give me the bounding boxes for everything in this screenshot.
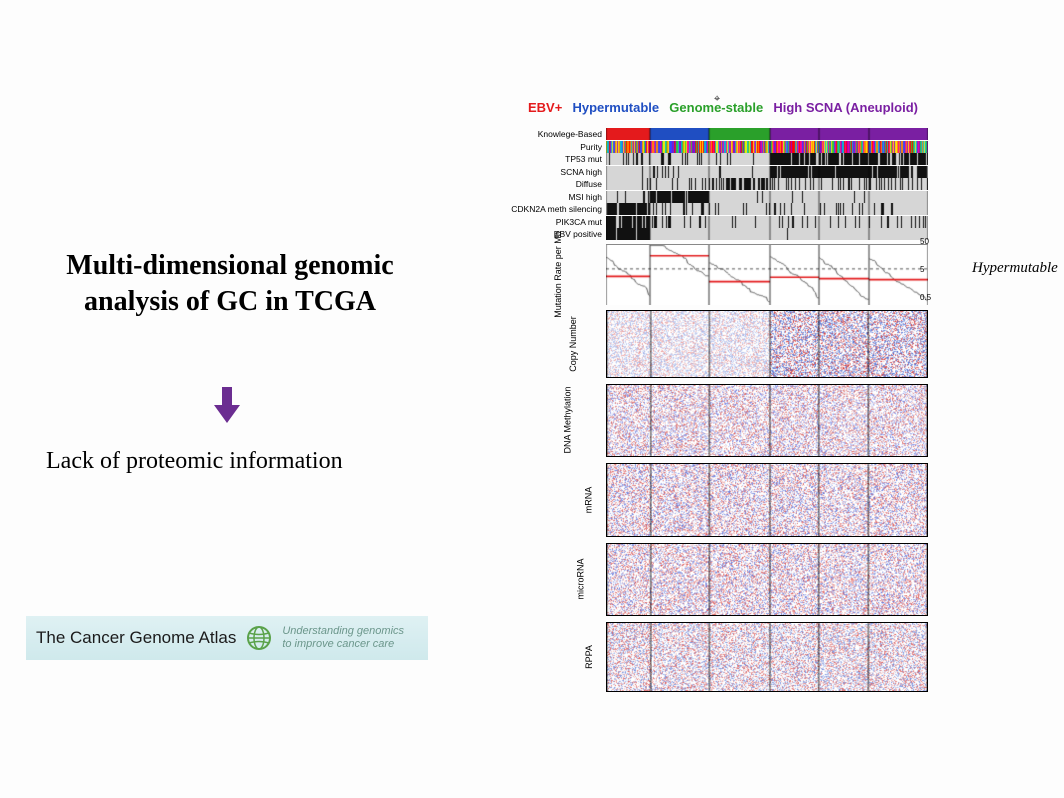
track-bar (606, 216, 928, 228)
heatmap-label: microRNA (575, 559, 585, 600)
heatmap-canvas (606, 543, 928, 617)
track-bar (606, 153, 928, 165)
annotation-tracks: Knowlege-Based Purity TP53 mut SCNA high Dif… (494, 128, 934, 240)
subtype-label: Genome-stable (669, 100, 763, 115)
track-bar (606, 178, 928, 190)
track-label: Knowlege-Based (494, 129, 606, 139)
track-bar (606, 141, 928, 153)
y-tick-50: 50 (920, 237, 929, 246)
track-label: CDKN2A meth silencing (494, 204, 606, 214)
heatmap-stack: Copy Number DNA Methylation mRNA microRNA RP… (494, 310, 934, 692)
heatmap-canvas (606, 310, 928, 378)
heatmap-canvas (606, 384, 928, 458)
mutation-rate-canvas (606, 245, 928, 305)
tcga-logo-badge: The Cancer Genome Atlas Understanding ge… (26, 616, 428, 660)
track-label: TP53 mut (494, 154, 606, 164)
subtype-label: Hypermutable (572, 100, 659, 115)
track-label: Purity (494, 142, 606, 152)
down-arrow-icon (210, 385, 244, 430)
hypermutable-annotation: Hypermutable (972, 260, 1058, 277)
heatmap-label: Copy Number (568, 316, 578, 372)
track-bar (606, 166, 928, 178)
track-bar (606, 203, 928, 215)
subtype-header-row: EBV+ Hypermutable Genome-stable High SCNA (… (528, 100, 918, 115)
track-bar (606, 228, 928, 240)
track-label: PIK3CA mut (494, 217, 606, 227)
track-bar (606, 128, 928, 140)
tcga-tagline: Understanding genomics to improve cancer… (282, 625, 404, 650)
globe-icon (246, 625, 272, 651)
heatmap-label: RPPA (584, 645, 594, 669)
mutation-rate-label: Mutation Rate per Mb (554, 231, 563, 318)
tcga-name: The Cancer Genome Atlas (36, 628, 236, 648)
figure-panel-area: Knowlege-Based Purity TP53 mut SCNA high Dif… (494, 128, 934, 692)
subtype-label: EBV+ (528, 100, 562, 115)
y-tick-05: 0.5 (920, 293, 931, 302)
track-bar (606, 191, 928, 203)
title-text: Multi-dimensional genomic analysis of GC… (30, 248, 430, 321)
track-label: SCNA high (494, 167, 606, 177)
y-tick-5: 5 (920, 265, 924, 274)
subtype-label: High SCNA (Aneuploid) (773, 100, 918, 115)
heatmap-canvas (606, 622, 928, 692)
mutation-rate-panel: Mutation Rate per Mb (494, 244, 934, 304)
heatmap-label: DNA Methylation (562, 387, 572, 454)
track-label: Diffuse (494, 179, 606, 189)
heatmap-label: mRNA (583, 487, 593, 514)
slide-title: Multi-dimensional genomic analysis of GC… (30, 248, 430, 321)
track-label: MSI high (494, 192, 606, 202)
heatmap-canvas (606, 463, 928, 537)
track-label: EBV positive (494, 229, 606, 239)
subtitle-text: Lack of proteomic information (46, 448, 343, 475)
